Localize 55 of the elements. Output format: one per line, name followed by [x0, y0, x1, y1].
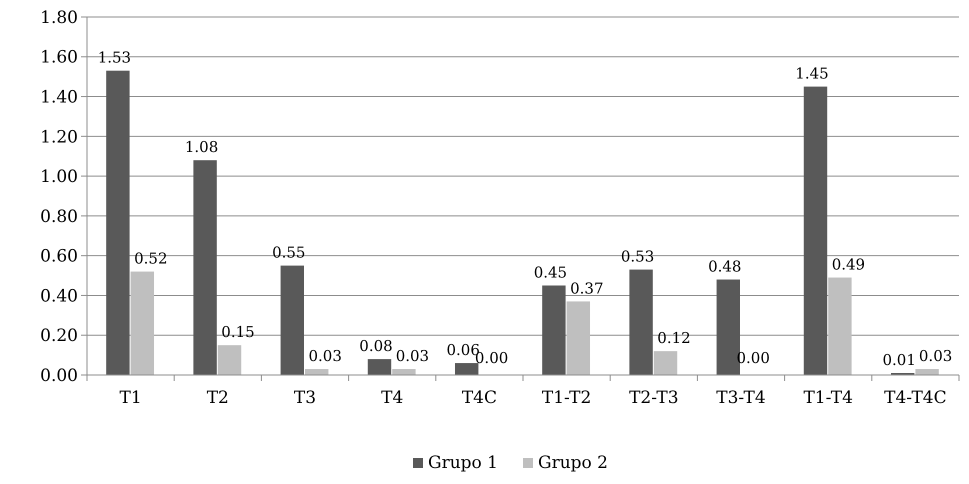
data-label: 0.03: [396, 347, 430, 366]
data-label: 1.08: [184, 138, 218, 156]
x-tick-label: T4-T4C: [884, 388, 947, 408]
bar: [106, 70, 130, 375]
data-label: 0.08: [359, 337, 393, 356]
data-label: 1.53: [98, 48, 132, 67]
data-label: 0.49: [832, 256, 866, 274]
x-tick-label: T2-T3: [629, 388, 679, 408]
bar: [566, 301, 590, 375]
data-label: 0.48: [708, 258, 742, 276]
x-tick-label: T4: [381, 388, 404, 408]
y-tick-label: 1.80: [40, 8, 78, 28]
data-label: 0.55: [272, 244, 306, 262]
y-tick-label: 0.60: [40, 246, 78, 267]
data-label: 0.03: [918, 347, 952, 366]
data-label: 0.53: [620, 248, 654, 266]
bar: [542, 286, 566, 375]
data-label: 0.52: [134, 250, 168, 268]
data-label: 0.45: [534, 264, 568, 282]
x-tick-label: T4C: [462, 388, 497, 408]
data-label: 0.01: [882, 351, 916, 370]
x-tick-label: T1-T4: [803, 388, 853, 408]
bar: [130, 272, 154, 375]
bar: [368, 359, 392, 375]
data-label: 0.12: [657, 329, 691, 348]
y-tick-label: 1.00: [40, 167, 78, 188]
y-tick-label: 1.60: [40, 48, 78, 68]
x-tick-label: T2: [206, 388, 229, 408]
bar: [629, 270, 653, 375]
data-label: 1.45: [795, 64, 829, 83]
bar: [280, 266, 304, 375]
x-tick-label: T3: [294, 388, 316, 408]
x-tick-label: T3-T4: [716, 388, 766, 408]
legend-label: Grupo 2: [538, 453, 608, 473]
y-tick-label: 1.40: [40, 88, 78, 108]
y-tick-label: 0.40: [40, 286, 78, 306]
x-tick-label: T1: [120, 388, 142, 408]
data-label: 0.03: [308, 347, 342, 366]
y-tick-label: 0.20: [40, 326, 78, 346]
bar: [218, 345, 242, 375]
y-tick-label: 0.00: [40, 366, 78, 386]
bar: [654, 351, 678, 375]
data-label: 0.37: [570, 279, 604, 298]
data-label: 0.15: [221, 323, 255, 342]
bar: [915, 369, 939, 375]
y-tick-label: 0.80: [40, 206, 78, 227]
bar: [392, 369, 416, 375]
bar: [305, 369, 328, 375]
y-tick-label: 1.20: [40, 127, 78, 148]
bar: [454, 363, 478, 375]
bar: [193, 160, 217, 375]
x-tick-label: T1-T2: [542, 388, 592, 408]
bar: [828, 278, 852, 375]
legend-label: Grupo 1: [428, 453, 498, 473]
bar: [804, 86, 828, 375]
